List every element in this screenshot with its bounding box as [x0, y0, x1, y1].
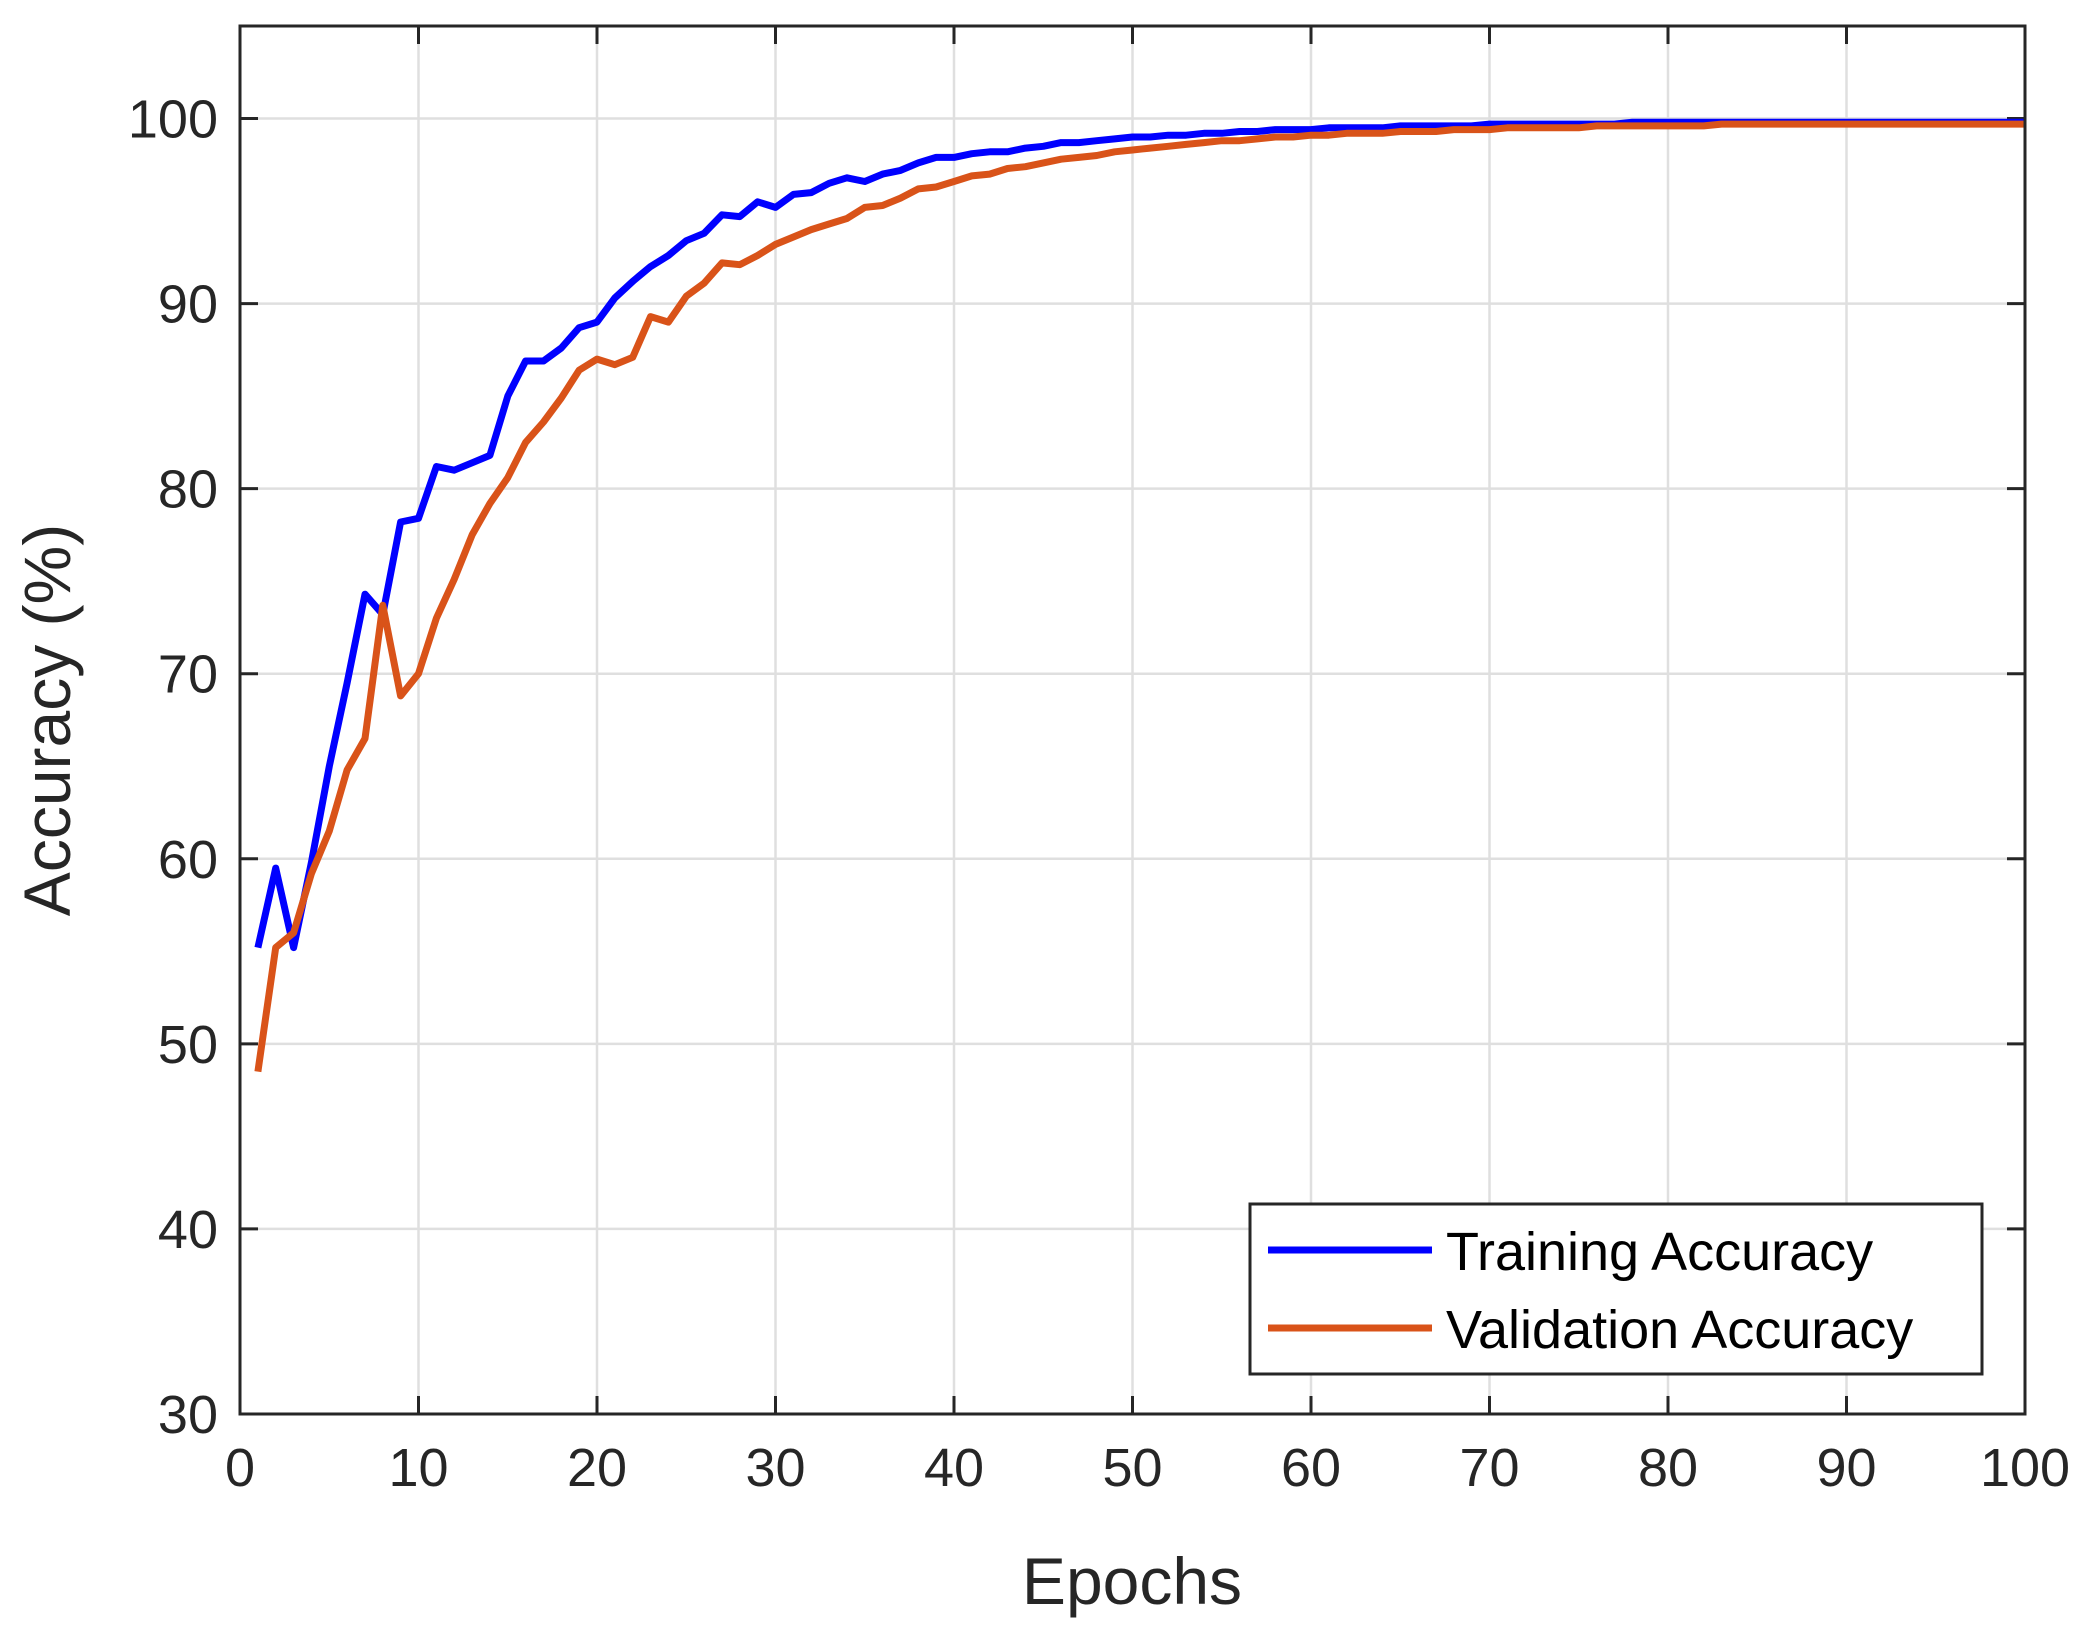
y-tick-label: 50: [158, 1015, 218, 1075]
x-tick-label: 60: [1281, 1438, 1341, 1498]
y-tick-label: 40: [158, 1200, 218, 1260]
x-tick-label: 100: [1980, 1438, 2070, 1498]
y-tick-label: 90: [158, 275, 218, 335]
x-tick-labels: 0 10 20 30 40 50 60 70 80 90 100: [225, 1438, 2070, 1498]
y-tick-label: 60: [158, 830, 218, 890]
x-tick-label: 20: [567, 1438, 627, 1498]
x-tick-label: 40: [924, 1438, 984, 1498]
y-tick-labels: 30 40 50 60 70 80 90 100: [128, 90, 218, 1445]
y-tick-label: 100: [128, 90, 218, 150]
series-layer: [254, 118, 2025, 1073]
legend-label-training: Training Accuracy: [1446, 1222, 1873, 1282]
x-tick-label: 30: [745, 1438, 805, 1498]
legend-box: [1248, 1202, 1984, 1376]
x-tick-label: 0: [225, 1438, 255, 1498]
validation-accuracy-line: [254, 120, 2025, 1073]
x-tick-label: 90: [1816, 1438, 1876, 1498]
x-tick-label: 80: [1638, 1438, 1698, 1498]
y-tick-label: 70: [158, 645, 218, 705]
legend: Training Accuracy Validation Accuracy: [1248, 1202, 1984, 1376]
grid-lines: [240, 26, 2025, 1414]
legend-label-validation: Validation Accuracy: [1446, 1300, 1913, 1360]
y-axis-title: Accuracy (%): [10, 524, 84, 916]
x-tick-label: 70: [1459, 1438, 1519, 1498]
plot-frame: [238, 24, 2027, 1416]
x-tick-label: 10: [388, 1438, 448, 1498]
x-axis-title: Epochs: [1022, 1544, 1242, 1618]
x-tick-label: 50: [1102, 1438, 1162, 1498]
y-tick-label: 30: [158, 1385, 218, 1445]
y-tick-label: 80: [158, 460, 218, 520]
